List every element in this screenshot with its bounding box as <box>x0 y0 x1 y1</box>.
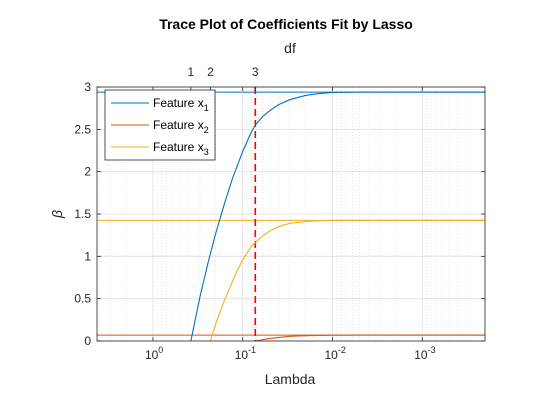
y-tick-label: 2 <box>84 165 91 179</box>
y-tick-label: 0 <box>84 334 91 348</box>
tick-labels: 100 10-1 10-2 10-300.511.522.531 2 3 <box>74 65 435 362</box>
x-tick-label: 10-3 <box>414 345 435 362</box>
series-line-feature-x1 <box>190 91 485 342</box>
legend-label: Feature x1 <box>153 96 209 113</box>
legend-label: Feature x2 <box>153 118 209 135</box>
x-tick-label: 10-2 <box>324 345 345 362</box>
df-tick-label: 3 <box>252 65 259 79</box>
x-tick-label: 100 <box>145 345 163 362</box>
chart-title: Trace Plot of Coefficients Fit by Lasso <box>159 16 413 32</box>
y-tick-label: 2.5 <box>74 122 91 136</box>
x-tick-label: 10-1 <box>235 345 256 362</box>
df-tick-label: 1 <box>188 65 195 79</box>
series-lines <box>190 91 485 342</box>
series-line-feature-x2 <box>255 334 485 342</box>
y-tick-label: 0.5 <box>74 292 91 306</box>
y-tick-label: 3 <box>84 80 91 94</box>
x-axis-label: Lambda <box>265 371 316 387</box>
top-axis-label: df <box>284 40 296 56</box>
axes <box>96 86 486 342</box>
y-tick-label: 1.5 <box>74 207 91 221</box>
df-tick-label: 2 <box>207 65 214 79</box>
legend: Feature x1 Feature x2 Feature x3 <box>104 89 216 161</box>
y-tick-label: 1 <box>84 249 91 263</box>
legend-label: Feature x3 <box>153 140 209 157</box>
y-axis-label: β <box>49 210 65 219</box>
series-line-feature-x3 <box>209 219 485 342</box>
